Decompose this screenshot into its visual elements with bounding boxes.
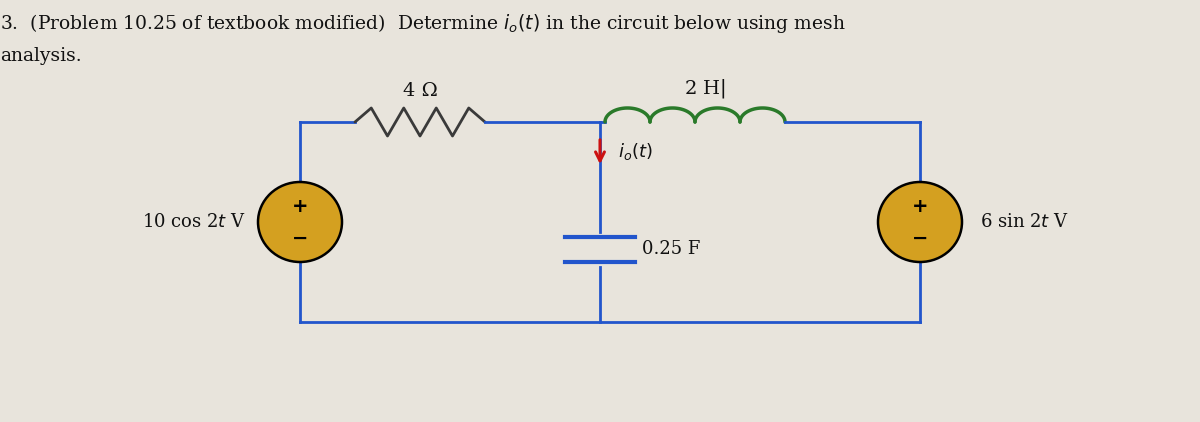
Text: −: −	[292, 228, 308, 247]
Ellipse shape	[258, 182, 342, 262]
Ellipse shape	[878, 182, 962, 262]
Text: 6 sin 2$t$ V: 6 sin 2$t$ V	[980, 213, 1069, 231]
Text: −: −	[912, 228, 928, 247]
Text: 2 H$\mathsf{|}$: 2 H$\mathsf{|}$	[684, 77, 726, 100]
Text: +: +	[912, 197, 929, 216]
Text: 4 Ω: 4 Ω	[402, 82, 438, 100]
Text: +: +	[292, 197, 308, 216]
Text: $i_o(t)$: $i_o(t)$	[618, 141, 653, 162]
Text: 0.25 F: 0.25 F	[642, 241, 701, 259]
Text: analysis.: analysis.	[0, 47, 82, 65]
Text: 3.  (Problem 10.25 of textbook modified)  Determine $i_o(t)$ in the circuit belo: 3. (Problem 10.25 of textbook modified) …	[0, 12, 846, 35]
Text: 10 cos 2$t$ V: 10 cos 2$t$ V	[142, 213, 246, 231]
